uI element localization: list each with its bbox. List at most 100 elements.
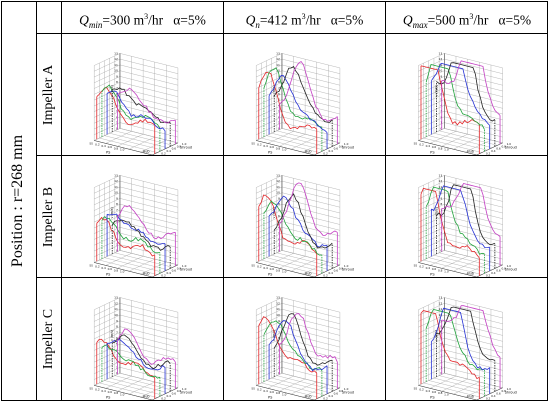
series-line — [425, 64, 485, 130]
series-line — [101, 216, 160, 254]
y-tick-label: 0 — [481, 399, 483, 400]
grid-line — [94, 180, 178, 196]
row-header-label: Impeller C — [41, 308, 56, 370]
x-tick-label: 0.8 — [276, 391, 281, 395]
y-tick-label: 0.4 — [166, 149, 171, 153]
x-axis-label: PS — [268, 395, 273, 399]
x-tick-label: 1.0 — [444, 392, 449, 396]
series-slice — [258, 194, 318, 276]
grid-line — [418, 297, 503, 313]
z-tick-label: 11 — [114, 63, 118, 67]
grid-line — [433, 255, 493, 270]
column-header-qn: Qn=412 m3/hr α=5% — [224, 4, 385, 30]
y-tick-label: 0.2 — [161, 274, 166, 277]
grid-line — [94, 309, 178, 324]
series-slice — [116, 204, 176, 267]
y-tick-label: 1.0 — [507, 264, 512, 268]
grid-line — [94, 303, 178, 319]
x-tick-label: 1.0 — [444, 147, 449, 151]
series-line — [273, 313, 333, 366]
y-tick-label: 0.4 — [491, 149, 496, 153]
grid-line — [256, 326, 340, 342]
grid-line — [428, 380, 488, 396]
flow-subscript: min — [88, 20, 103, 31]
hub-label: Hub — [143, 149, 150, 153]
grid-line — [256, 76, 340, 92]
series-line — [279, 60, 338, 122]
grid-line — [441, 134, 468, 147]
y-tick-label: 0.8 — [501, 266, 506, 270]
z-tick-label: 11 — [276, 307, 280, 311]
series-slice — [441, 60, 501, 145]
grid-line — [433, 133, 493, 148]
grid-line — [439, 375, 498, 391]
series-line — [263, 200, 322, 256]
series-slice — [425, 64, 485, 152]
series-line — [441, 60, 501, 116]
alpha-value: α=5% — [330, 12, 364, 28]
x-tick-label: 0.2 — [95, 143, 100, 147]
grid-line — [444, 128, 503, 144]
z-tick-label: 13 — [438, 173, 442, 177]
z-tick-label: 9 — [440, 74, 442, 78]
series-slice — [268, 74, 328, 149]
series-line — [420, 65, 480, 126]
y-tick-label: 0.2 — [323, 274, 328, 277]
grid-line — [94, 58, 178, 74]
y-tick-label: 0.8 — [177, 389, 182, 393]
x-tick-label: 0.6 — [108, 267, 113, 271]
grid-line — [418, 303, 503, 319]
grid-line — [94, 76, 178, 92]
y-tick-label: 0.8 — [339, 144, 344, 148]
series-slice — [116, 328, 176, 390]
series-slice — [436, 62, 496, 147]
series-slice — [263, 200, 323, 274]
position-label: Position : r=268 mm — [0, 1, 36, 401]
shroud-label: Shroud — [180, 268, 192, 272]
z-tick-label: 9 — [116, 74, 118, 78]
plot-impeller-a-qn: 0 1 2 3 4 5 6 7 8 9 10 11 12 13 v (m/s) SS 0.2 0.4 0.6 0.8 1… — [224, 34, 385, 158]
grid-line — [94, 64, 178, 80]
x-tick-label: SS — [414, 141, 418, 145]
x-tick-label: 0.2 — [95, 388, 100, 392]
x-tick-label: 0.6 — [432, 145, 437, 149]
y-tick-label: 0.6 — [172, 147, 177, 151]
grid-line — [418, 192, 503, 208]
grid-line — [453, 136, 480, 150]
y-tick-label: 0.2 — [323, 397, 328, 400]
x-tick-label: 0.2 — [95, 265, 100, 269]
series-line — [431, 307, 490, 371]
series-slice — [278, 60, 338, 145]
x-tick-label: SS — [251, 386, 255, 390]
x-axis-label: PS — [268, 272, 273, 276]
flow-symbol: Q — [79, 12, 89, 28]
series-slice — [420, 187, 480, 276]
grid-line — [99, 137, 158, 153]
flow-subscript: max — [412, 20, 428, 31]
grid-line — [114, 375, 173, 391]
grid-line — [444, 250, 503, 266]
x-axis-label: PS — [106, 395, 111, 399]
grid-line — [267, 131, 294, 144]
shroud-label: Shroud — [180, 391, 192, 395]
series-line — [111, 219, 171, 251]
grid-line — [256, 64, 340, 80]
series-line — [441, 183, 501, 237]
position-label-text: Position : r=268 mm — [9, 134, 26, 268]
x-tick-label: 0.6 — [270, 145, 275, 149]
grid-line — [418, 320, 503, 336]
z-tick-label: 6 — [278, 214, 280, 218]
series-line — [431, 62, 490, 126]
grid-line — [261, 137, 320, 153]
series-slice — [258, 316, 318, 399]
y-tick-label: 0.6 — [496, 392, 501, 396]
grid-line — [104, 135, 163, 151]
x-tick-label: 1.0 — [120, 147, 125, 151]
grid-line — [140, 261, 167, 275]
y-tick-label: 0.4 — [328, 271, 333, 275]
grid-line — [271, 133, 330, 148]
series-line — [268, 320, 328, 372]
grid-line — [140, 384, 167, 398]
